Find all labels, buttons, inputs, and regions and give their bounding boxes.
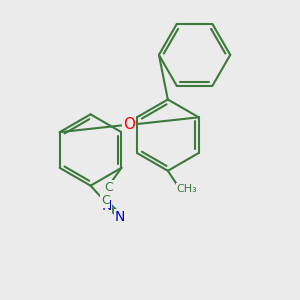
Text: N: N xyxy=(101,200,112,214)
Text: C: C xyxy=(101,194,110,207)
Text: C: C xyxy=(105,181,113,194)
Text: N: N xyxy=(115,210,125,224)
Text: O: O xyxy=(123,117,135,132)
Text: CH₃: CH₃ xyxy=(177,184,197,194)
